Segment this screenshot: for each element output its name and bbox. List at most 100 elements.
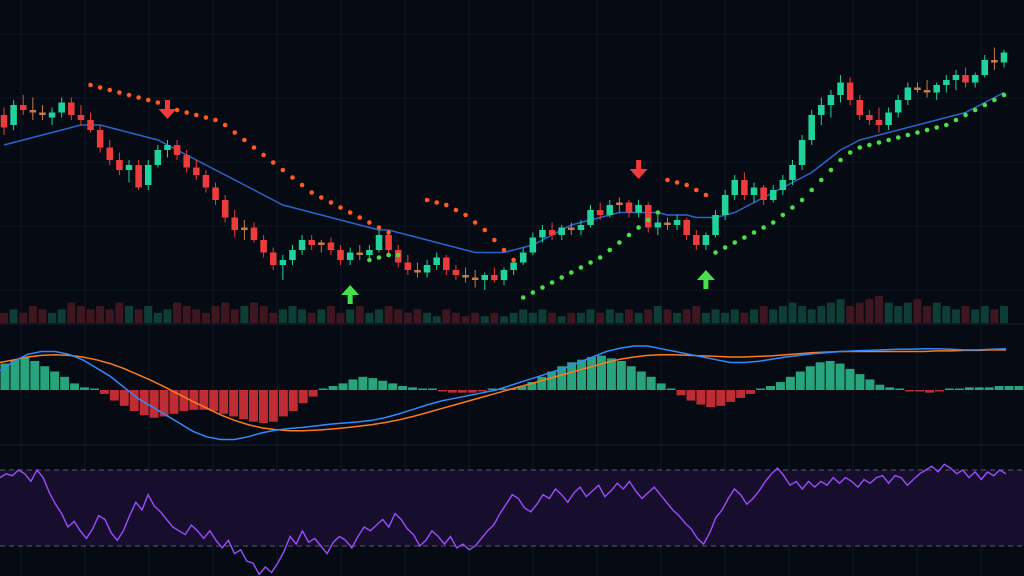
candlestick: [712, 210, 719, 238]
sar-dot: [88, 82, 93, 88]
volume-bar: [365, 312, 374, 323]
candle-body: [366, 250, 373, 255]
candlestick: [635, 200, 642, 218]
volume-bar: [105, 309, 114, 323]
candle-body: [173, 145, 181, 155]
volume-bar: [471, 312, 480, 323]
macd-histogram-bar: [716, 390, 726, 406]
volume-bar: [894, 306, 903, 323]
candlestick: [846, 77, 854, 105]
sar-dot: [386, 230, 391, 235]
candlestick: [558, 225, 565, 240]
macd-histogram-bar: [219, 390, 229, 414]
macd-histogram-bar: [736, 390, 746, 398]
candle-body: [971, 75, 979, 83]
candlestick: [491, 267, 498, 283]
volume-bar: [778, 306, 787, 323]
candle-body: [500, 270, 508, 280]
arrow-head: [696, 270, 715, 280]
volume-bar: [394, 309, 403, 323]
macd-histogram-bar: [268, 390, 278, 422]
sar-dot: [751, 230, 757, 235]
macd-histogram-bar: [50, 371, 60, 390]
candlestick: [606, 200, 614, 218]
macd-histogram-bar: [249, 390, 258, 422]
sar-dot: [213, 117, 218, 123]
candlestick: [462, 267, 469, 283]
macd-histogram-bar: [567, 362, 577, 390]
macd-histogram-bar: [457, 390, 467, 393]
sar-dot: [492, 237, 497, 243]
candlestick: [231, 210, 239, 238]
macd-histogram-bar: [974, 387, 984, 390]
candlestick: [875, 107, 883, 133]
macd-histogram-bar: [636, 371, 646, 390]
candlestick: [702, 232, 710, 250]
macd-histogram-bar: [557, 366, 567, 390]
sar-dot: [155, 100, 161, 105]
macd-histogram-bar: [925, 390, 935, 393]
candlestick: [443, 255, 450, 275]
macd-histogram-bar: [199, 390, 209, 410]
candlestick: [154, 145, 162, 168]
sar-dot: [626, 232, 632, 238]
macd-histogram-bar: [437, 390, 447, 392]
volume-bar: [57, 309, 66, 323]
candle-body: [818, 105, 825, 115]
sar-dot: [242, 137, 247, 143]
volume-bar: [836, 299, 845, 323]
candle-body: [885, 112, 892, 125]
macd-histogram-bar: [775, 382, 785, 390]
volume-bar: [0, 312, 9, 323]
sar-dot: [261, 152, 266, 158]
macd-histogram-bar: [487, 388, 497, 390]
sar-dot: [559, 275, 564, 280]
macd-histogram-bar: [288, 390, 298, 412]
macd-histogram-bar: [189, 390, 199, 410]
volume-bar: [586, 309, 595, 323]
volume-bar: [913, 299, 922, 323]
arrow-shaft: [347, 294, 353, 304]
macd-histogram-bar: [338, 383, 348, 390]
candlestick: [221, 195, 229, 223]
candle-body: [193, 167, 200, 175]
macd-histogram-bar: [60, 376, 70, 390]
sar-dot: [924, 127, 930, 133]
candle-body: [308, 240, 315, 245]
arrow-head: [629, 169, 648, 179]
sar-dot: [107, 87, 113, 93]
sar-dot: [838, 157, 843, 163]
candlestick: [519, 247, 527, 265]
volume-bar: [923, 306, 932, 323]
volume-bar: [846, 306, 855, 323]
volume-bar: [67, 302, 76, 323]
volume-bar: [759, 306, 768, 323]
volume-bar: [951, 309, 960, 323]
candlestick: [135, 160, 142, 190]
candle-body: [1000, 52, 1008, 63]
candle-body: [644, 205, 652, 228]
macd-histogram-bar: [109, 390, 119, 401]
sar-dot: [742, 235, 747, 240]
candlestick: [77, 105, 85, 125]
volume-bar: [19, 312, 28, 323]
macd-histogram-bar: [865, 379, 875, 390]
candlestick: [481, 272, 489, 290]
candle-body: [789, 165, 796, 180]
macd-histogram-bar: [746, 390, 756, 394]
macd-histogram-bar: [875, 384, 885, 390]
volume-bar: [634, 312, 643, 323]
sar-dot: [1001, 92, 1007, 98]
volume-bar: [971, 309, 980, 323]
candle-body: [154, 150, 162, 165]
volume-bar: [798, 306, 807, 323]
candlestick: [96, 125, 104, 153]
price-pane: [0, 47, 1008, 304]
candlestick: [452, 265, 460, 280]
candle-body: [231, 217, 239, 230]
candlestick: [539, 225, 546, 243]
candlestick: [39, 105, 46, 120]
macd-histogram-bar: [954, 388, 964, 390]
candle-body: [731, 180, 739, 195]
